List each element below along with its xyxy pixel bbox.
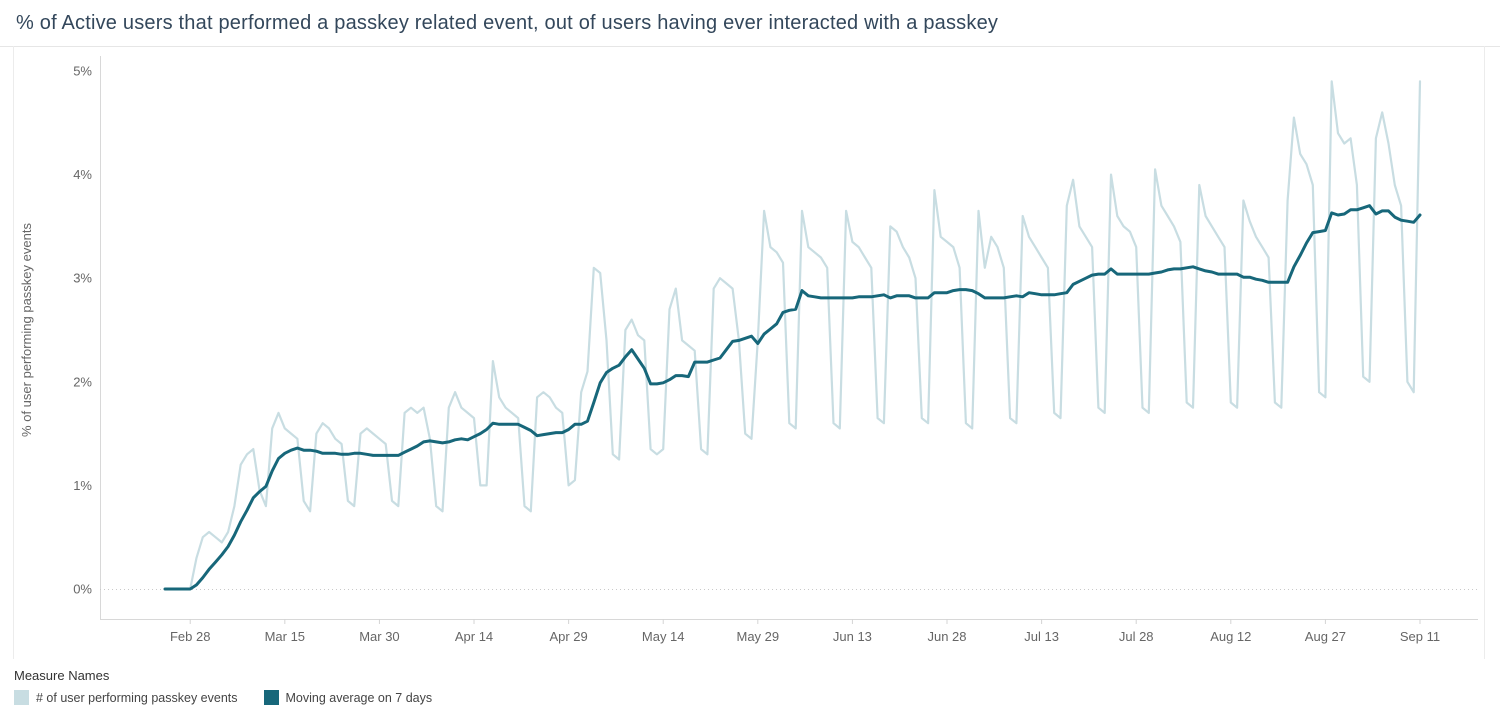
y-axis-title: % of user performing passkey events	[19, 223, 34, 437]
x-tick-label: Sep 11	[1400, 629, 1440, 644]
y-tick-label: 5%	[73, 64, 92, 79]
x-tick-label: Aug 27	[1305, 629, 1346, 644]
x-tick-label: May 14	[642, 629, 685, 644]
legend-label-moving-average: Moving average on 7 days	[285, 690, 433, 705]
chart-title: % of Active users that performed a passk…	[16, 12, 999, 34]
x-tick-label: Mar 15	[265, 629, 305, 644]
y-tick-label: 3%	[73, 271, 92, 286]
x-tick-label: Feb 28	[170, 629, 210, 644]
x-tick-label: Jun 28	[927, 629, 966, 644]
legend-item-moving-average[interactable]: Moving average on 7 days	[263, 690, 433, 705]
y-tick-label: 0%	[73, 582, 92, 597]
legend-items: # of user performing passkey events Movi…	[14, 690, 1500, 705]
legend-title: Measure Names	[14, 668, 110, 683]
legend-swatch-daily-icon	[14, 690, 29, 705]
x-tick-label: Jul 13	[1024, 629, 1059, 644]
x-tick-label: Apr 29	[549, 629, 587, 644]
legend-swatch-moving-average-icon	[263, 690, 279, 705]
x-tick-label: May 29	[736, 629, 779, 644]
y-tick-label: 1%	[73, 478, 92, 493]
legend-label-daily: # of user performing passkey events	[36, 690, 238, 705]
moving-average-line[interactable]	[163, 204, 1422, 591]
x-tick-label: Mar 30	[359, 629, 399, 644]
legend: Measure Names # of user performing passk…	[0, 660, 1500, 721]
x-tick-label: Jun 13	[833, 629, 872, 644]
legend-item-daily[interactable]: # of user performing passkey events	[14, 690, 238, 705]
x-tick-label: Aug 12	[1210, 629, 1251, 644]
x-tick-label: Apr 14	[455, 629, 493, 644]
chart-area: 0% 1% 2% 3% 4% 5% Feb 28 Mar 15 Mar 30 Apr 14 Apr …	[0, 46, 1500, 660]
y-tick-label: 2%	[73, 374, 92, 389]
daily-values-line[interactable]	[163, 80, 1422, 591]
x-tick-label: Jul 28	[1119, 629, 1154, 644]
y-tick-label: 4%	[73, 167, 92, 182]
line-chart[interactable]: 0% 1% 2% 3% 4% 5% Feb 28 Mar 15 Mar 30 Apr 14 Apr …	[0, 46, 1500, 660]
